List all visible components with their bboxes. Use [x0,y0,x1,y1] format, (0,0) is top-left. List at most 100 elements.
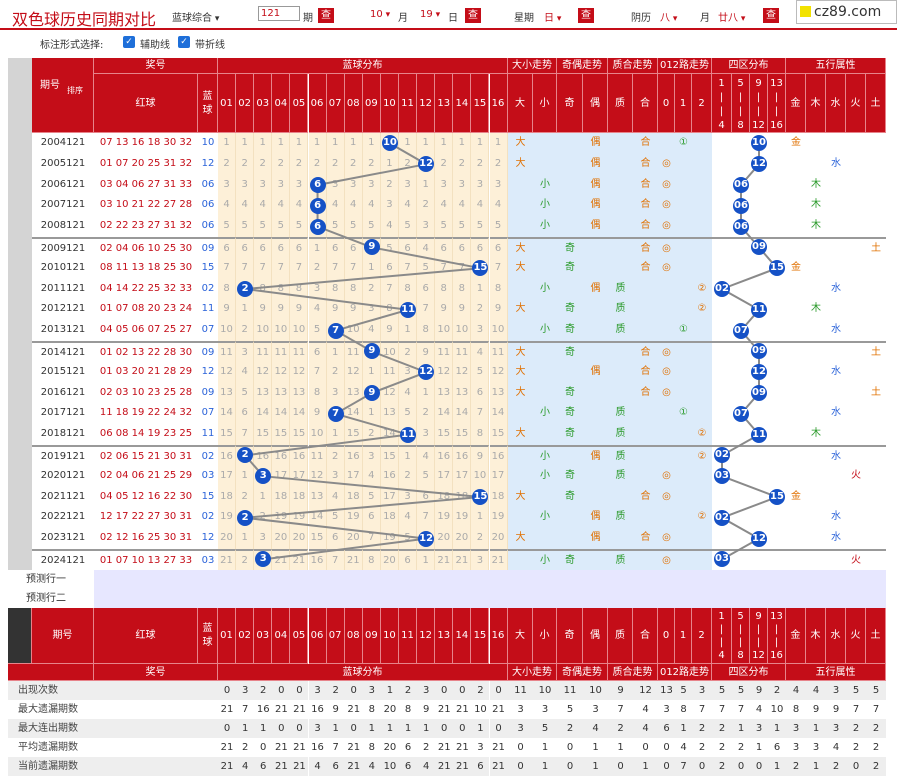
stat-attr: 1 [633,756,658,776]
dist-cell: 1 [344,133,363,154]
month-label: 月 [398,13,408,24]
attr-cell: 水 [826,361,846,383]
site-logo[interactable]: cz89.com [796,0,897,24]
dist-cell: 4 [254,195,273,217]
stat-attr: 0 [658,737,675,757]
dist-cell: 2 [417,403,436,425]
stat-num: 0 [272,680,291,700]
attr-cell: 合 [633,133,658,154]
footer-num-11: 11 [399,607,418,664]
attr-cell [806,320,826,341]
stat-attr: 9 [826,699,846,719]
dist-cell: 6 [290,237,309,258]
attr-cell [786,403,806,425]
attr-cell [786,299,806,321]
predict-row-1[interactable]: 预测行一 [8,569,94,589]
row-reds: 03 04 06 27 31 33 [99,178,193,190]
issue-query-button[interactable]: 查 [318,8,334,23]
stat-attr: 0 [633,737,658,757]
dist-cell: 9 [218,299,237,321]
dist-cell: 3 [489,174,508,196]
dist-cell: 5 [344,216,363,237]
attr-cell [608,528,633,549]
fold-line-checkbox[interactable]: ✓ [178,36,190,48]
dist-cell: 2 [236,320,255,341]
attr-cell [768,445,786,466]
stat-num: 21 [344,737,363,757]
zone-ball-marker: 11 [751,426,767,443]
attr-cell [608,486,633,508]
header-sub-6: 0 [658,74,675,133]
stat-attr: 11 [557,680,583,700]
attr-cell [786,382,806,404]
aux-line-checkbox[interactable]: ✓ [123,36,135,48]
dist-cell: 16 [380,465,399,487]
lunar-month-select[interactable]: 八 [660,9,677,24]
dist-cell: 8 [290,278,309,300]
dist-cell: 7 [435,257,454,279]
row-side [8,382,32,404]
attr-cell [750,257,768,279]
stat-attr: 0 [608,756,633,776]
attr-cell [768,341,786,362]
stat-num: 16 [254,699,273,719]
attr-cell [750,465,768,487]
stat-num: 4 [308,756,327,776]
attr-cell [846,341,866,362]
predict-area[interactable] [94,569,886,589]
dist-cell: 4 [236,361,255,383]
play-type-select[interactable]: 蓝球综合 [172,9,219,24]
header-primecomp: 质合走势 [608,58,658,74]
predict-row-2[interactable]: 预测行二 [8,588,94,608]
attr-cell: 偶 [583,133,608,154]
attr-cell: 质 [608,507,633,529]
week-query-button[interactable]: 查 [578,8,594,23]
dist-cell: 1 [417,382,436,404]
dist-cell: 13 [272,382,291,404]
row-issue: 2021121 [40,490,86,502]
attr-cell [866,465,886,487]
dist-cell: 11 [435,341,454,362]
dist-cell: 3 [471,174,490,196]
dist-cell: 18 [435,486,454,508]
header-issue[interactable]: 期号 [32,58,94,133]
month-select[interactable]: 10 [370,9,390,20]
dist-cell: 6 [380,257,399,279]
lunar-query-button[interactable]: 查 [763,8,779,23]
lunar-day-select[interactable]: 廿八 [718,9,745,24]
attr-cell [826,237,846,258]
date-query-button[interactable]: 查 [465,8,481,23]
header-sub-13: 金 [786,74,806,133]
stat-num: 1 [471,718,490,738]
attr-cell [508,195,533,217]
sort-button[interactable]: 排序 [67,86,83,95]
header-sub-3: 偶 [583,74,608,133]
attr-cell: ② [692,299,712,321]
day-select[interactable]: 19 [420,9,440,20]
attr-cell [692,341,712,362]
dist-cell: 10 [272,320,291,341]
blue-ball-marker: 3 [255,468,272,485]
dist-cell: 16 [272,445,291,466]
attr-cell [806,528,826,549]
predict-area[interactable] [94,588,886,608]
dist-cell: 9 [272,299,291,321]
attr-cell [846,216,866,237]
attr-cell: 奇 [557,486,583,508]
dist-cell: 11 [489,341,508,362]
stat-attr: 1 [608,737,633,757]
row-reds: 02 03 10 23 25 28 [99,386,193,398]
attr-cell [712,403,732,425]
issue-input[interactable]: 121 [258,6,300,21]
dist-cell: 3 [362,445,381,466]
dist-cell: 2 [308,257,327,279]
attr-cell [508,174,533,196]
header-num-14: 14 [453,74,472,133]
header-num-04: 04 [272,74,291,133]
footer-sub-5: 合 [633,607,658,664]
dist-cell: 3 [417,424,436,445]
dist-cell: 5 [326,507,345,529]
dist-cell: 2 [236,486,255,508]
week-select[interactable]: 日 [544,9,561,24]
dist-cell: 5 [362,486,381,508]
